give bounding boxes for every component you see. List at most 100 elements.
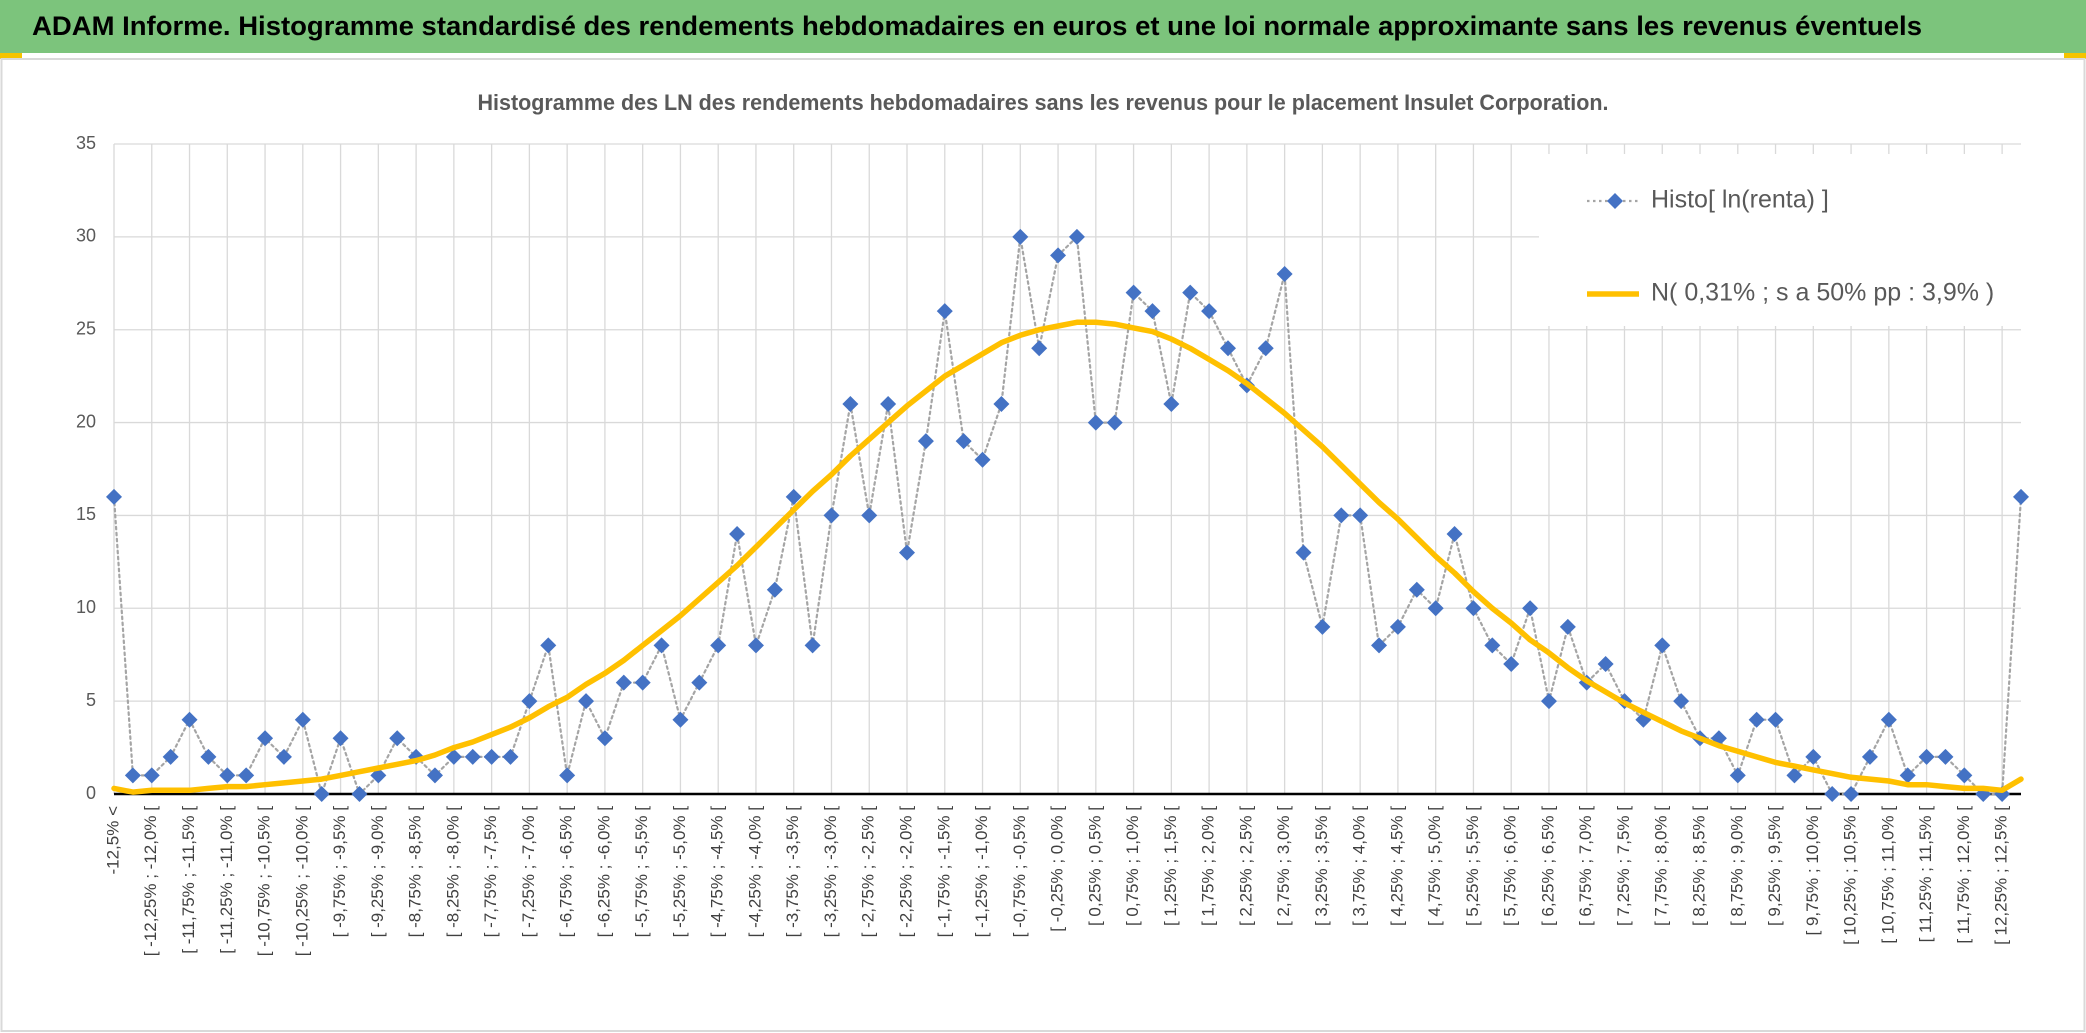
x-tick-label: [ -3,75% ; -3,5% [ <box>783 806 802 938</box>
data-point <box>578 693 595 710</box>
data-point <box>1824 786 1841 802</box>
data-point <box>1484 637 1501 654</box>
data-point <box>1314 618 1331 635</box>
data-point <box>766 581 783 598</box>
data-point <box>1956 767 1973 784</box>
data-point <box>1843 786 1860 802</box>
x-tick-label: [ -3,25% ; -3,0% [ <box>821 806 840 938</box>
data-point <box>917 433 934 450</box>
y-tick-label: 35 <box>76 133 96 153</box>
data-point <box>1729 767 1746 784</box>
data-point <box>880 396 897 412</box>
banner-corner <box>2064 53 2086 59</box>
data-point <box>1748 711 1765 728</box>
data-point <box>1427 600 1444 617</box>
data-point <box>615 674 632 691</box>
data-point <box>1767 711 1784 728</box>
x-tick-label: [ 11,75% ; 12,0% [ <box>1954 806 1973 944</box>
data-point <box>559 767 576 784</box>
data-point <box>1522 600 1539 617</box>
data-point <box>1559 618 1576 635</box>
data-point <box>634 674 651 691</box>
data-point <box>1597 656 1614 672</box>
x-tick-label: [ -4,75% ; -4,5% [ <box>708 806 727 938</box>
data-point <box>1257 340 1274 357</box>
x-tick-label: [ 8,25% ; 8,5% [ <box>1690 806 1709 926</box>
x-tick-label: [ -10,25% ; -10,0% [ <box>292 806 311 957</box>
x-tick-label: [ 0,75% ; 1,0% [ <box>1123 806 1142 926</box>
x-tick-label: [ -2,75% ; -2,5% [ <box>859 806 878 938</box>
banner <box>0 0 2086 53</box>
x-tick-label: [ 4,75% ; 5,0% [ <box>1425 806 1444 926</box>
y-tick-label: 20 <box>76 411 96 431</box>
data-point <box>1219 340 1236 357</box>
x-tick-label: [ -1,25% ; -1,0% [ <box>972 806 991 938</box>
x-tick-label: [ 5,75% ; 6,0% [ <box>1501 806 1520 926</box>
data-point <box>502 748 519 765</box>
legend-label: Histo[ ln(renta) ] <box>1651 186 1829 214</box>
data-point <box>993 396 1010 412</box>
x-tick-label: [ 11,25% ; 11,5% [ <box>1916 806 1935 943</box>
data-point <box>1031 340 1048 357</box>
legend-label: N( 0,31% ; s a 50% pp : 3,9% ) <box>1651 279 1994 307</box>
data-point <box>974 451 991 468</box>
data-point <box>1050 247 1067 264</box>
x-tick-label: [ -12,25% ; -12,0% [ <box>141 806 160 957</box>
data-point <box>219 767 236 784</box>
y-tick-label: 25 <box>76 318 96 338</box>
series-line <box>112 235 2023 796</box>
x-tick-label: [ 9,75% ; 10,0% [ <box>1803 806 1822 936</box>
data-point <box>294 711 311 728</box>
data-point <box>596 730 613 747</box>
x-tick-label: [ 6,25% ; 6,5% [ <box>1538 806 1557 926</box>
x-tick-label: [ -1,75% ; -1,5% [ <box>934 806 953 938</box>
x-tick-label: [ -10,75% ; -10,5% [ <box>255 806 274 957</box>
data-point <box>672 711 689 728</box>
x-tick-label: [ 7,25% ; 7,5% [ <box>1614 806 1633 926</box>
data-point <box>2013 488 2029 505</box>
x-tick-label: [ -4,25% ; -4,0% [ <box>745 806 764 938</box>
data-point <box>313 786 330 802</box>
y-tick-label: 10 <box>76 597 96 617</box>
chart-title: Histogramme des LN des rendements hebdom… <box>478 90 1609 115</box>
data-point <box>785 488 802 505</box>
data-point <box>804 637 821 654</box>
data-point <box>861 507 878 524</box>
data-point <box>1125 284 1142 301</box>
x-tick-label: [ -11,25% ; -11,0% [ <box>217 806 236 954</box>
data-point <box>710 637 727 654</box>
data-point <box>691 674 708 691</box>
data-point <box>1899 767 1916 784</box>
data-point <box>1352 507 1369 524</box>
data-point <box>1786 767 1803 784</box>
x-tick-label: [ -8,75% ; -8,5% [ <box>406 806 425 938</box>
data-point <box>1937 748 1954 765</box>
data-point <box>1861 748 1878 765</box>
x-tick-label: [ 5,25% ; 5,5% [ <box>1463 806 1482 926</box>
data-point <box>936 303 953 320</box>
x-tick-label: [ 2,25% ; 2,5% [ <box>1236 806 1255 926</box>
x-tick-label: [ -0,75% ; -0,5% [ <box>1010 806 1029 938</box>
data-point <box>389 730 406 747</box>
data-point <box>1333 507 1350 524</box>
data-point <box>464 748 481 765</box>
x-tick-label: [ 1,75% ; 2,0% [ <box>1199 806 1218 926</box>
x-tick-label: [ -9,75% ; -9,5% [ <box>330 806 349 938</box>
data-point <box>1389 618 1406 635</box>
data-point <box>1276 266 1293 282</box>
chart-frame <box>0 58 2086 1032</box>
series-line <box>111 319 2024 795</box>
data-point <box>483 748 500 765</box>
data-point <box>1012 228 1029 245</box>
legend-box <box>1539 154 2021 326</box>
data-point <box>1087 414 1104 431</box>
x-tick-label: [ -2,25% ; -2,0% [ <box>896 806 915 938</box>
x-tick-label: [ 8,75% ; 9,0% [ <box>1727 806 1746 926</box>
x-tick-label: [ 2,75% ; 3,0% [ <box>1274 806 1293 926</box>
x-tick-label: [ 10,75% ; 11,0% [ <box>1878 806 1897 944</box>
x-tick-label: [ 6,75% ; 7,0% [ <box>1576 806 1595 926</box>
data-point <box>275 748 292 765</box>
x-tick-label: [ -6,25% ; -6,0% [ <box>594 806 613 938</box>
